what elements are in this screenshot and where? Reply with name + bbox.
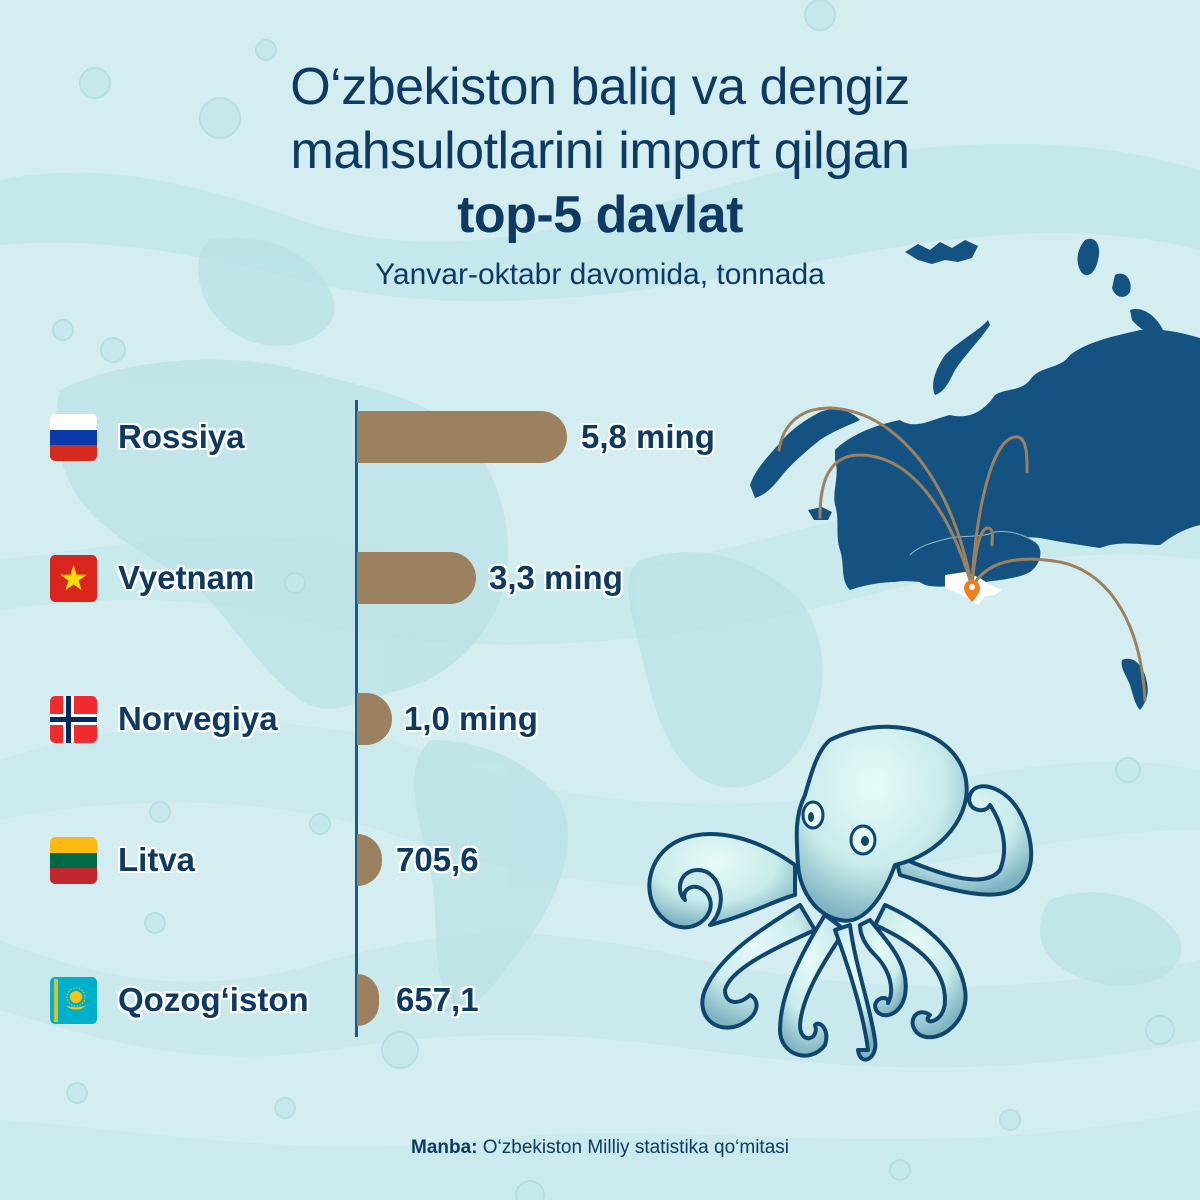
arc-lithuania	[818, 453, 974, 589]
country-label: Rossiya	[118, 418, 245, 455]
wave-band	[0, 933, 1200, 1068]
source-label: Manba:	[411, 1137, 478, 1158]
value-label: 3,3 ming	[489, 559, 623, 596]
title-line-1: O‘zbekiston baliq va dengiz	[290, 58, 910, 116]
country-label: Litva	[118, 841, 196, 878]
value-label: 1,0 ming	[404, 700, 538, 737]
value-label: 657,1	[396, 981, 479, 1018]
source-note: Manba: O‘zbekiston Milliy statistika qo‘…	[0, 1137, 1200, 1159]
bar-kazakhstan	[357, 974, 379, 1026]
russia-flag-icon	[50, 414, 97, 461]
eurasia-map	[750, 238, 1200, 710]
kazakhstan-flag-icon	[50, 977, 97, 1024]
arc-vietnam	[970, 557, 1147, 702]
value-label: 5,8 ming	[581, 418, 715, 455]
title-line-2: mahsulotlarini import qilgan	[290, 122, 910, 180]
highlighted-countries	[750, 238, 1200, 710]
chart-axis-line	[355, 400, 358, 1037]
country-label: Vyetnam	[118, 559, 255, 596]
country-label: Norvegiya	[118, 700, 278, 737]
arc-norway	[777, 406, 974, 589]
bar-row-vietnam: Vyetnam 3,3 ming	[0, 552, 760, 604]
uzbekistan-pin-icon	[964, 580, 980, 602]
bar-russia	[357, 411, 567, 463]
bar-row-russia: Rossiya 5,8 ming	[0, 411, 760, 463]
norway-flag-icon	[50, 696, 97, 743]
lithuania-flag-icon	[50, 837, 97, 884]
bar-norway	[357, 693, 392, 745]
country-label: Qozog‘iston	[118, 981, 309, 1018]
bar-lithuania	[357, 834, 382, 886]
trade-arcs	[777, 406, 1147, 702]
value-label: 705,6	[396, 841, 479, 878]
bubbles	[52, 0, 1175, 1200]
bar-row-kazakhstan: Qozog‘iston 657,1	[0, 974, 760, 1026]
title-line-3: top-5 davlat	[457, 186, 743, 244]
source-text: O‘zbekiston Milliy statistika qo‘mitasi	[477, 1137, 789, 1158]
bar-row-lithuania: Litva 705,6	[0, 834, 760, 886]
chart-subtitle: Yanvar-oktabr davomida, tonnada	[375, 258, 825, 291]
bar-row-norway: Norvegiya 1,0 ming	[0, 693, 760, 745]
arc-russia	[970, 435, 1029, 589]
chart-title: O‘zbekiston baliq va dengiz mahsulotlari…	[0, 55, 1200, 247]
bar-vietnam	[357, 552, 476, 604]
arc-kazakhstan	[970, 526, 994, 589]
vietnam-flag-icon	[50, 555, 97, 602]
octopus-illustration	[647, 724, 1034, 1062]
